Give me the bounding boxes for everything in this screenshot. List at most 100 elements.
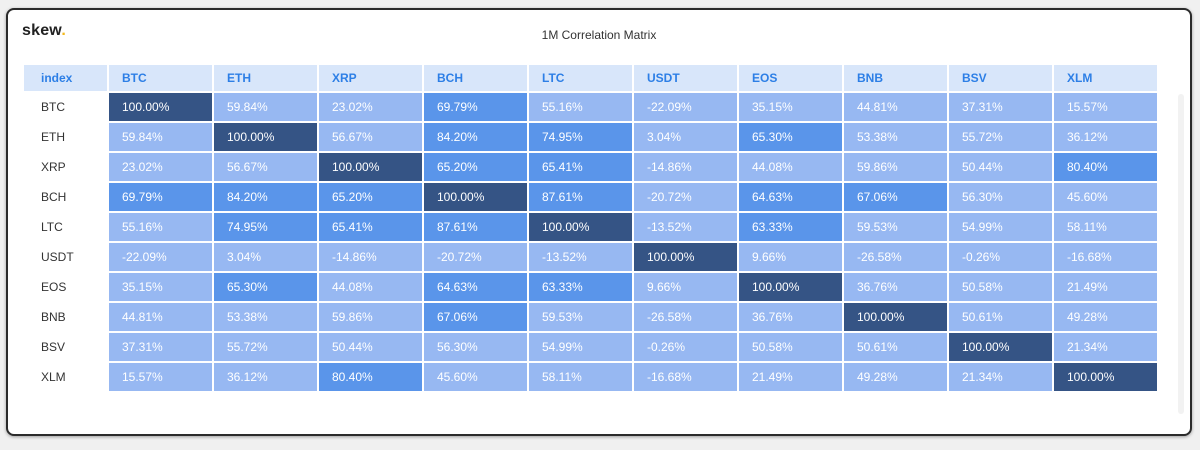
row-label-bch: BCH: [24, 183, 107, 211]
matrix-cell: 100.00%: [1054, 363, 1157, 391]
matrix-cell: 50.58%: [949, 273, 1052, 301]
matrix-cell: 100.00%: [424, 183, 527, 211]
matrix-cell: 63.33%: [529, 273, 632, 301]
matrix-cell: -20.72%: [424, 243, 527, 271]
header-row: index BTC ETH XRP BCH LTC USDT EOS BNB BSV XLM: [24, 65, 1157, 91]
matrix-cell: -26.58%: [634, 303, 737, 331]
matrix-cell: 56.30%: [949, 183, 1052, 211]
matrix-cell: 3.04%: [214, 243, 317, 271]
column-header-usdt[interactable]: USDT: [634, 65, 737, 91]
column-header-btc[interactable]: BTC: [109, 65, 212, 91]
matrix-cell: 63.33%: [739, 213, 842, 241]
matrix-cell: 49.28%: [844, 363, 947, 391]
matrix-cell: 100.00%: [319, 153, 422, 181]
table-row: XRP 23.02% 56.67% 100.00% 65.20% 65.41% -14.86…: [24, 153, 1157, 181]
matrix-cell: 87.61%: [529, 183, 632, 211]
matrix-cell: -22.09%: [109, 243, 212, 271]
column-header-bch[interactable]: BCH: [424, 65, 527, 91]
matrix-cell: -13.52%: [634, 213, 737, 241]
matrix-cell: 23.02%: [319, 93, 422, 121]
matrix-cell: 65.20%: [319, 183, 422, 211]
table-row: USDT -22.09% 3.04% -14.86% -20.72% -13.52% 100…: [24, 243, 1157, 271]
matrix-cell: 15.57%: [1054, 93, 1157, 121]
column-header-ltc[interactable]: LTC: [529, 65, 632, 91]
matrix-cell: 100.00%: [109, 93, 212, 121]
matrix-cell: 74.95%: [529, 123, 632, 151]
matrix-cell: 100.00%: [214, 123, 317, 151]
column-header-eos[interactable]: EOS: [739, 65, 842, 91]
matrix-cell: 56.67%: [214, 153, 317, 181]
matrix-cell: -14.86%: [634, 153, 737, 181]
matrix-cell: -13.52%: [529, 243, 632, 271]
matrix-cell: 15.57%: [109, 363, 212, 391]
matrix-cell: 50.44%: [319, 333, 422, 361]
matrix-cell: 21.49%: [739, 363, 842, 391]
matrix-cell: 50.61%: [949, 303, 1052, 331]
matrix-cell: 36.12%: [214, 363, 317, 391]
row-label-eth: ETH: [24, 123, 107, 151]
matrix-cell: 74.95%: [214, 213, 317, 241]
table-row: XLM 15.57% 36.12% 80.40% 45.60% 58.11% -16.68%…: [24, 363, 1157, 391]
row-label-eos: EOS: [24, 273, 107, 301]
row-label-btc: BTC: [24, 93, 107, 121]
matrix-container: index BTC ETH XRP BCH LTC USDT EOS BNB BSV XLM BT…: [22, 63, 1159, 393]
matrix-cell: 9.66%: [739, 243, 842, 271]
matrix-cell: 35.15%: [109, 273, 212, 301]
matrix-cell: 55.16%: [109, 213, 212, 241]
row-label-xrp: XRP: [24, 153, 107, 181]
matrix-cell: 50.61%: [844, 333, 947, 361]
column-header-index[interactable]: index: [24, 65, 107, 91]
matrix-cell: -16.68%: [634, 363, 737, 391]
matrix-cell: 53.38%: [844, 123, 947, 151]
table-row: BTC 100.00% 59.84% 23.02% 69.79% 55.16% -22.09…: [24, 93, 1157, 121]
matrix-cell: 21.34%: [949, 363, 1052, 391]
matrix-cell: 80.40%: [319, 363, 422, 391]
table-row: LTC 55.16% 74.95% 65.41% 87.61% 100.00% -13.52…: [24, 213, 1157, 241]
table-row: BSV 37.31% 55.72% 50.44% 56.30% 54.99% -0.26% 5…: [24, 333, 1157, 361]
matrix-cell: 44.81%: [109, 303, 212, 331]
matrix-cell: 45.60%: [424, 363, 527, 391]
column-header-xlm[interactable]: XLM: [1054, 65, 1157, 91]
matrix-cell: -20.72%: [634, 183, 737, 211]
matrix-cell: -0.26%: [634, 333, 737, 361]
matrix-cell: 64.63%: [739, 183, 842, 211]
matrix-cell: 100.00%: [949, 333, 1052, 361]
matrix-cell: 67.06%: [424, 303, 527, 331]
matrix-cell: 100.00%: [529, 213, 632, 241]
matrix-cell: 100.00%: [844, 303, 947, 331]
matrix-cell: 84.20%: [424, 123, 527, 151]
matrix-cell: 54.99%: [529, 333, 632, 361]
column-header-xrp[interactable]: XRP: [319, 65, 422, 91]
matrix-cell: 37.31%: [949, 93, 1052, 121]
matrix-cell: 44.81%: [844, 93, 947, 121]
row-label-usdt: USDT: [24, 243, 107, 271]
matrix-cell: 50.58%: [739, 333, 842, 361]
matrix-cell: 50.44%: [949, 153, 1052, 181]
matrix-cell: 55.16%: [529, 93, 632, 121]
matrix-cell: 35.15%: [739, 93, 842, 121]
matrix-cell: 58.11%: [529, 363, 632, 391]
matrix-cell: -14.86%: [319, 243, 422, 271]
matrix-cell: 100.00%: [739, 273, 842, 301]
matrix-cell: 80.40%: [1054, 153, 1157, 181]
matrix-cell: 56.30%: [424, 333, 527, 361]
table-row: BNB 44.81% 53.38% 59.86% 67.06% 59.53% -26.58%…: [24, 303, 1157, 331]
column-header-eth[interactable]: ETH: [214, 65, 317, 91]
matrix-cell: 9.66%: [634, 273, 737, 301]
page-title: 1M Correlation Matrix: [541, 28, 657, 42]
table-row: EOS 35.15% 65.30% 44.08% 64.63% 63.33% 9.66% 10…: [24, 273, 1157, 301]
matrix-cell: -16.68%: [1054, 243, 1157, 271]
row-label-xlm: XLM: [24, 363, 107, 391]
correlation-matrix-window: skew. 1M Correlation Matrix index BTC ETH…: [6, 8, 1192, 436]
matrix-cell: 59.53%: [844, 213, 947, 241]
matrix-cell: 23.02%: [109, 153, 212, 181]
column-header-bnb[interactable]: BNB: [844, 65, 947, 91]
vertical-scrollbar[interactable]: [1178, 94, 1184, 414]
matrix-cell: 55.72%: [949, 123, 1052, 151]
correlation-matrix-table: index BTC ETH XRP BCH LTC USDT EOS BNB BSV XLM BT…: [22, 63, 1159, 393]
matrix-cell: 36.12%: [1054, 123, 1157, 151]
matrix-cell: 45.60%: [1054, 183, 1157, 211]
matrix-cell: 65.41%: [529, 153, 632, 181]
matrix-cell: 64.63%: [424, 273, 527, 301]
column-header-bsv[interactable]: BSV: [949, 65, 1052, 91]
